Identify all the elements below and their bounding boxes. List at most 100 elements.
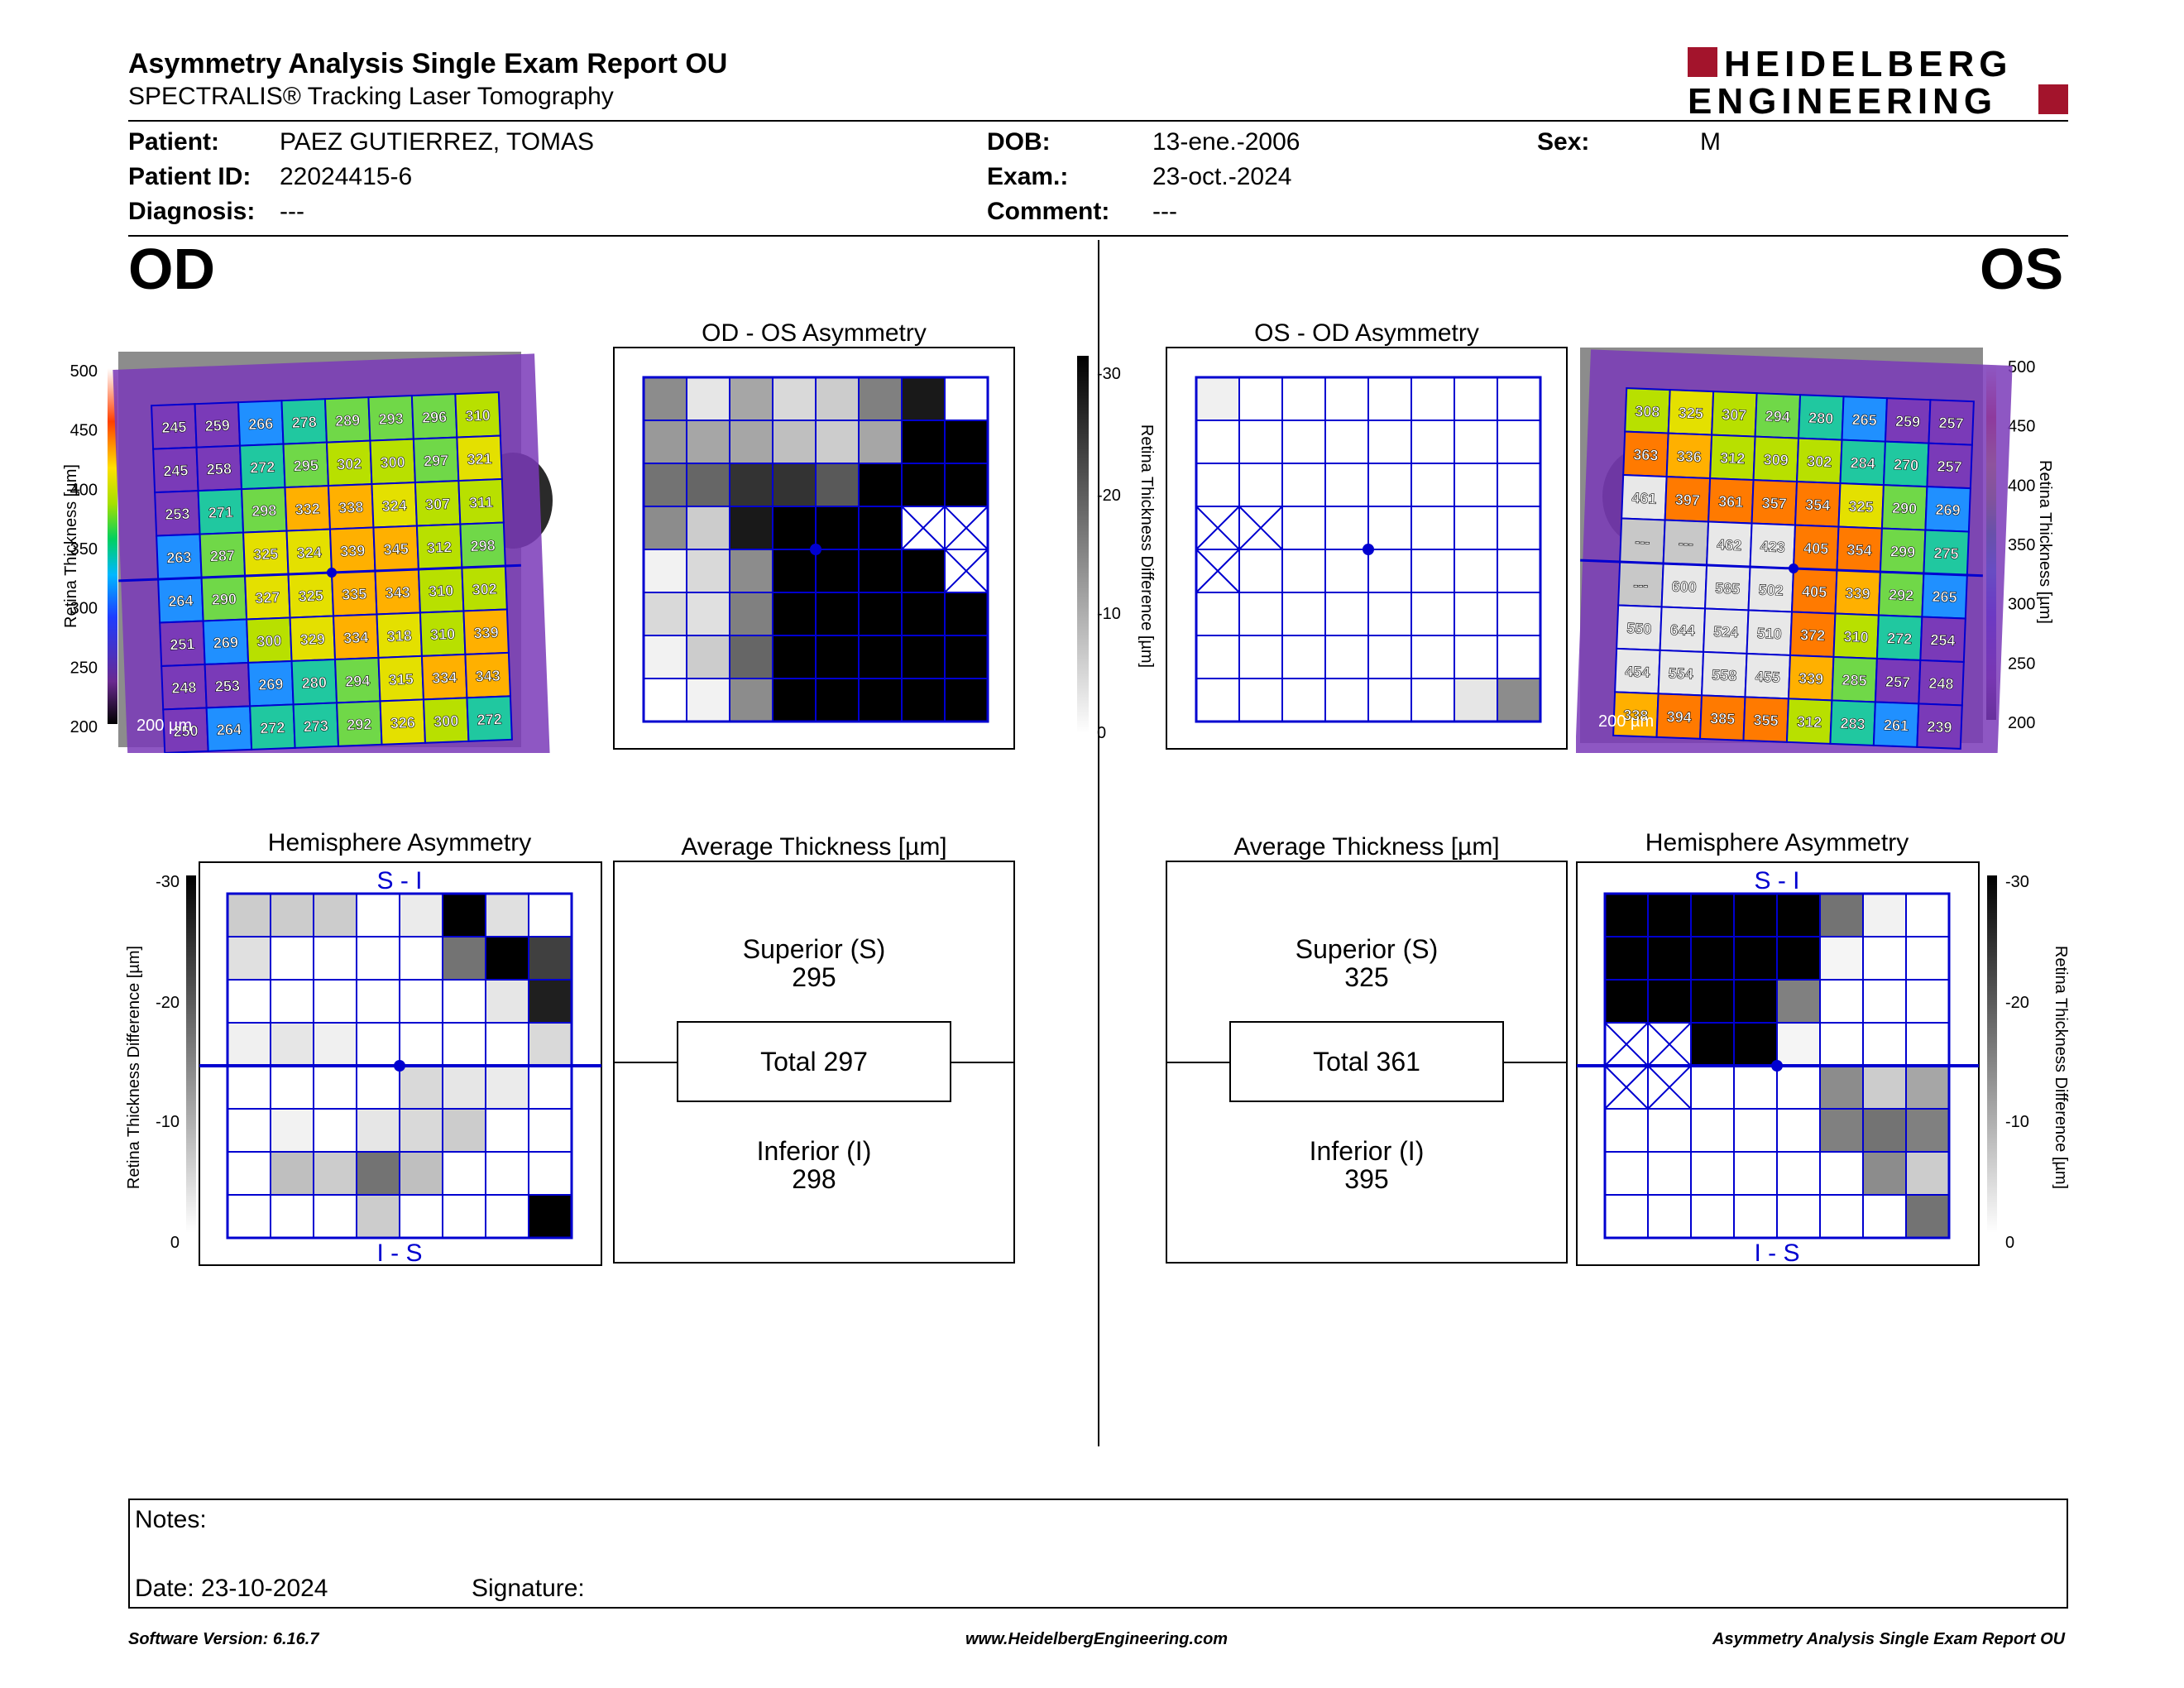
os-hemi-cell <box>1690 893 1735 938</box>
od-asym-cell <box>643 420 687 464</box>
os-thickness-value: 357 <box>1761 495 1787 512</box>
os-thickness-value: 394 <box>1666 708 1692 726</box>
os-thickness-value: 336 <box>1676 448 1702 465</box>
os-thickness-value: 254 <box>1930 631 1956 649</box>
os-asym-cell <box>1410 592 1455 636</box>
od-thickness-axis-label: Retina Thickness [µm] <box>62 464 80 628</box>
od-hemi-cell <box>442 1108 486 1153</box>
os-thickness-value: 338 <box>1623 707 1649 724</box>
od-hemi-cell <box>270 1108 314 1153</box>
os-asym-cell <box>1238 376 1283 421</box>
os-asym-cell <box>1410 463 1455 507</box>
od-asym-cell <box>772 592 817 636</box>
os-hemi-cell <box>1819 893 1864 938</box>
od-asym-cell <box>772 506 817 550</box>
od-hemi-cell <box>442 1065 486 1110</box>
od-thickness-value: 335 <box>342 586 367 603</box>
od-asym-cell <box>729 420 774 464</box>
os-hemi-cell <box>1733 1022 1778 1067</box>
od-fovea-line <box>118 563 521 583</box>
od-thickness-map: 500 450 400 350 300 250 200 Retina Thickness [µ… <box>62 348 604 792</box>
os-asym-cell <box>1238 592 1283 636</box>
od-thickness-value: 325 <box>298 587 323 605</box>
os-thickness-value: 325 <box>1678 405 1703 422</box>
od-thickness-value: 326 <box>390 714 415 731</box>
os-asym-cell <box>1497 678 1541 722</box>
od-thickness-value: 318 <box>386 627 412 645</box>
os-thickness-value: 292 <box>1889 587 1914 604</box>
od-hemi-cell <box>399 1194 443 1239</box>
od-thickness-tick: 300 <box>70 600 98 618</box>
od-hemi-cell <box>313 1194 357 1239</box>
os-thickness-value: 524 <box>1713 623 1739 640</box>
od-hemi-cell <box>227 1194 271 1239</box>
od-asym-cell <box>815 592 860 636</box>
od-hemi-cell <box>270 979 314 1024</box>
header-divider <box>128 120 2068 122</box>
os-thickness-tick: 450 <box>2008 418 2035 436</box>
od-thickness-value: 248 <box>171 679 197 697</box>
os-hemi-cell <box>1647 893 1692 938</box>
od-hemi-diff-tick: -10 <box>156 1113 180 1131</box>
od-thickness-value: 290 <box>211 591 237 608</box>
os-thickness-value: 265 <box>1851 411 1877 429</box>
os-hemi-cell <box>1776 1108 1821 1153</box>
os-hemi-cell <box>1733 1108 1778 1153</box>
os-thickness-value: 461 <box>1631 490 1657 507</box>
od-hemi-cell <box>227 893 271 938</box>
od-hemi-cell <box>227 1022 271 1067</box>
od-hemi-cell <box>399 1065 443 1110</box>
os-asym-cell <box>1195 592 1240 636</box>
od-thickness-value: 289 <box>335 412 361 429</box>
od-asym-cell <box>901 592 946 636</box>
os-hemi-cell <box>1862 936 1907 981</box>
os-hemi-cell <box>1690 1108 1735 1153</box>
os-thickness-value: 585 <box>1715 580 1741 597</box>
website-link[interactable]: www.HeidelbergEngineering.com <box>965 1630 1228 1648</box>
os-hemi-cell <box>1862 1108 1907 1153</box>
os-asym-cell <box>1195 420 1240 464</box>
od-hemi-cell <box>442 893 486 938</box>
od-thickness-value: 300 <box>433 712 459 730</box>
od-thickness-value: 298 <box>470 537 496 554</box>
os-hemi-cell <box>1604 936 1649 981</box>
od-thickness-scale: 500 450 400 350 300 250 200 Retina Thickness [µ… <box>62 362 117 736</box>
od-hemi-cell <box>528 1065 572 1110</box>
os-thickness-value: 285 <box>1842 672 1867 689</box>
os-average-title: Average Thickness [µm] <box>1233 833 1500 861</box>
os-thickness-value: 600 <box>1671 578 1697 596</box>
od-inferior-label: Inferior (I) <box>756 1136 872 1166</box>
os-hemi-cell <box>1690 1151 1735 1196</box>
os-asym-center-marker <box>1363 544 1374 555</box>
od-asym-cell <box>901 420 946 464</box>
os-asym-cell <box>1410 506 1455 550</box>
dob-label: DOB: <box>987 128 1051 156</box>
os-hemi-cell <box>1905 1151 1950 1196</box>
od-thickness-value: 302 <box>472 581 497 598</box>
od-hemi-cell <box>270 893 314 938</box>
os-thickness-value: 280 <box>1808 410 1834 427</box>
od-hemi-center-marker <box>394 1060 405 1072</box>
od-hemi-cell <box>528 936 572 981</box>
os-total-box: Total 361 <box>1229 1021 1504 1102</box>
os-thickness-value: 257 <box>1885 674 1911 691</box>
diff-scale-center: -30 -20 -10 0 Retina Thickness Difference [µ… <box>1075 356 1166 753</box>
od-asym-cell <box>686 635 730 679</box>
od-asym-cell <box>858 678 903 722</box>
od-asym-excluded-mark <box>944 506 989 550</box>
os-hemi-cell <box>1647 936 1692 981</box>
os-thickness-value: 239 <box>1927 718 1952 736</box>
os-hemi-cell <box>1776 979 1821 1024</box>
od-thickness-value: 307 <box>425 496 451 513</box>
os-hemi-cell <box>1733 979 1778 1024</box>
od-asym-cell <box>901 463 946 507</box>
os-hemi-cell <box>1733 1065 1778 1110</box>
notes-box[interactable] <box>128 1499 2068 1609</box>
os-thickness-value: 257 <box>1937 458 1962 475</box>
os-thickness-value: --- <box>1633 577 1649 594</box>
signature-label: Signature: <box>472 1575 585 1602</box>
od-thickness-grid: 245 259 266 278 289 293 296 310 245 258 272 295 302 3… <box>113 353 551 792</box>
od-thickness-value: 271 <box>208 504 233 521</box>
od-thickness-value: 345 <box>383 540 409 558</box>
os-asym-excluded-mark <box>1195 506 1240 550</box>
